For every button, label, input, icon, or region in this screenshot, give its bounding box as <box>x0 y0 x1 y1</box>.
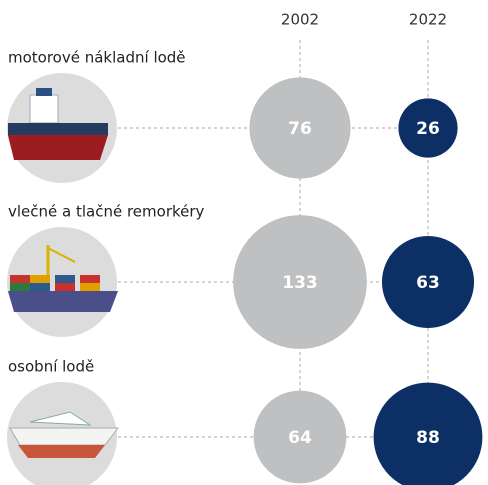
value-label: 63 <box>416 273 440 293</box>
icons <box>7 73 120 485</box>
bubble <box>381 235 475 329</box>
value-label: 88 <box>416 428 440 448</box>
ship-icon <box>8 245 118 312</box>
value-label: 26 <box>416 119 440 139</box>
bubble <box>233 215 367 349</box>
value-label: 64 <box>288 428 312 448</box>
bubble <box>249 77 351 179</box>
category-label: osobní lodě <box>8 358 94 376</box>
bubble <box>253 390 347 484</box>
bubble <box>373 382 483 485</box>
ship-icon <box>9 411 120 458</box>
category-label: vlečné a tlačné remorkéry <box>8 203 205 221</box>
category-label: motorové nákladní lodě <box>8 49 186 67</box>
ship-icon <box>8 88 108 160</box>
column-header: 2022 <box>409 11 447 29</box>
bubble <box>398 98 458 158</box>
value-label: 133 <box>282 273 318 293</box>
value-label: 76 <box>288 119 312 139</box>
column-header: 2002 <box>281 11 319 29</box>
